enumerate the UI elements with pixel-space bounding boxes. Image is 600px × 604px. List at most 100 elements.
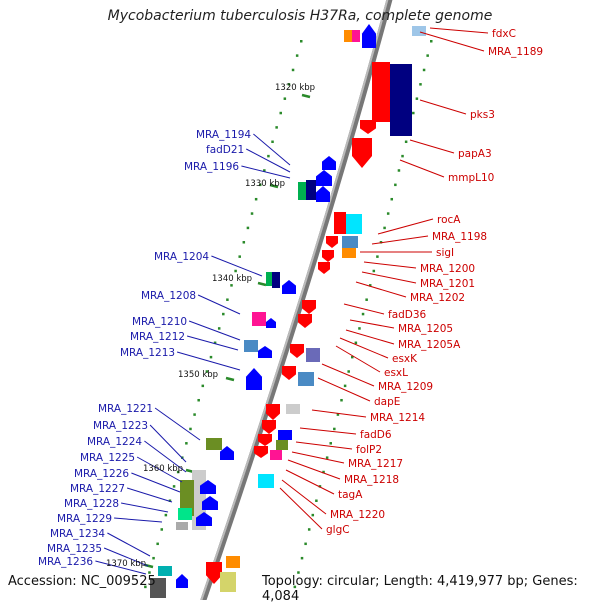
label-leader [186,335,239,351]
track-dot [263,169,266,172]
track-dot [322,470,325,474]
gene-label-mra_1217: MRA_1217 [348,458,403,470]
track-dot [372,269,376,273]
gene-label-mra_1198: MRA_1198 [432,231,487,243]
track-dot [172,485,176,488]
label-leader [120,502,169,513]
scale-label: 1330 kbp [245,179,285,189]
track-dot [386,212,390,215]
track-dot [307,528,311,531]
gene-block [158,566,172,576]
major-tick [301,93,311,99]
label-leader [335,345,381,373]
gene-arrow [362,24,376,48]
label-leader [287,459,341,480]
gene-arrow [254,446,268,458]
track-dot [361,312,365,316]
gene-label-mra_1204: MRA_1204 [154,251,209,263]
label-leader [188,320,241,341]
track-dot [426,54,429,57]
gene-arrow [352,138,372,168]
track-dot [238,255,241,258]
track-dot [254,197,258,201]
label-leader [343,303,385,315]
label-leader [279,487,323,530]
gene-arrow [318,262,330,274]
gene-arrow [202,496,218,510]
gene-arrow [322,250,334,262]
track-dot [368,284,372,287]
label-leader [409,139,455,154]
label-leader [371,235,429,245]
gene-block [306,180,316,200]
label-leader [363,261,417,269]
gene-label-mra_1225: MRA_1225 [80,452,135,464]
label-leader [211,255,263,277]
label-leader [253,133,291,166]
track-dot [351,355,354,359]
gene-label-mra_1208: MRA_1208 [141,290,196,302]
gene-label-mmpl10: mmpL10 [448,172,494,184]
track-dot [412,111,415,115]
gene-label-mra_1194: MRA_1194 [196,129,251,141]
track-dot [376,255,379,258]
label-leader [429,27,489,34]
label-leader [419,31,485,52]
track-dot [230,284,233,287]
label-leader [285,469,335,495]
label-leader [399,159,445,178]
gene-label-roca: rocA [437,214,461,226]
gene-label-fdxc: fdxC [492,28,516,40]
gene-label-mra_1205: MRA_1205 [398,323,453,335]
gene-label-folp2: folP2 [356,444,382,456]
label-leader [339,337,389,359]
label-leader [361,271,417,284]
gene-arrow [326,236,338,248]
gene-label-mra_1189: MRA_1189 [488,46,543,58]
track-dot [343,384,347,388]
label-leader [144,440,187,473]
gene-arrow [316,170,332,186]
gene-label-fadd36: fadD36 [388,309,427,321]
scale-label: 1370 kbp [106,559,146,569]
genome-backbone-highlight [200,0,389,600]
scale-label: 1320 kbp [275,83,315,93]
track-dot [148,571,151,574]
scale-label: 1360 kbp [143,464,183,474]
track-dot [300,40,303,43]
track-dot [397,169,401,172]
track-dot [250,212,254,215]
label-leader [103,547,149,567]
track-dot [404,140,408,144]
gene-arrow [258,434,272,446]
label-leader [95,560,147,575]
major-tick [257,281,267,287]
gene-block [334,212,346,234]
gene-arrow [290,344,304,358]
label-leader [295,441,353,450]
gene-label-mra_1205a: MRA_1205A [398,339,461,351]
track-dot [164,513,168,517]
gene-block [276,440,288,450]
label-leader [299,427,357,435]
gene-label-mra_1209: MRA_1209 [378,381,433,393]
gene-arrow [266,404,280,420]
label-leader [349,319,395,329]
track-dot [287,83,291,86]
gene-label-mra_1213: MRA_1213 [120,347,175,359]
label-leader [377,218,434,235]
gene-block [180,480,194,516]
gene-label-esxk: esxK [392,353,418,365]
track-dot [258,183,262,187]
gene-block [244,340,258,352]
track-dot [333,427,336,431]
track-dot [213,341,217,345]
gene-label-sigi: sigI [436,247,454,259]
gene-block [412,26,426,36]
gene-block [252,312,266,326]
accession-text: Accession: NC_009525 [8,574,156,589]
track-dot [293,585,297,589]
label-leader [321,363,375,387]
label-leader [131,472,181,493]
gene-label-mra_1236: MRA_1236 [38,556,93,568]
